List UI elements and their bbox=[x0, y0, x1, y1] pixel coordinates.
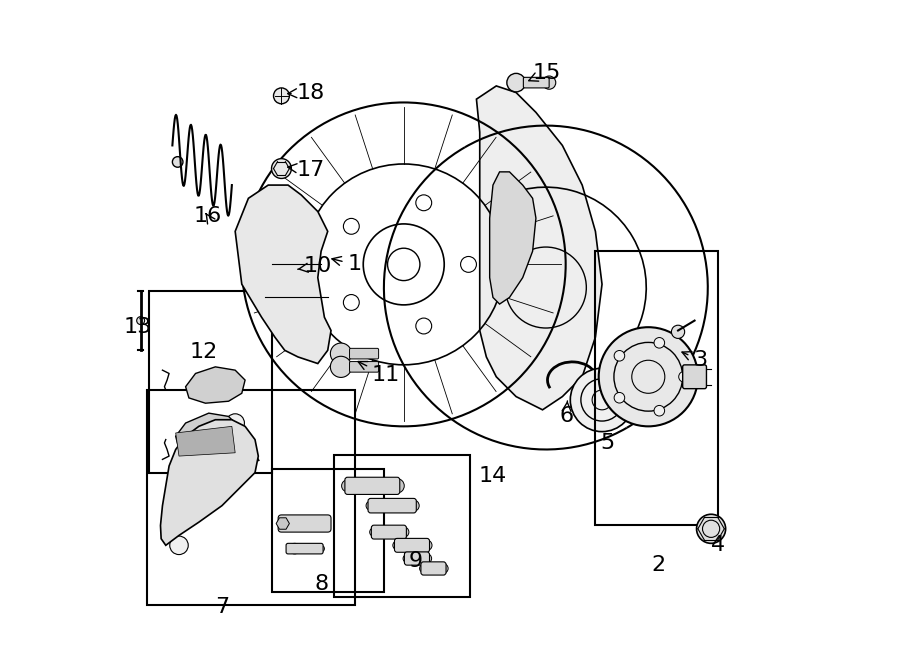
Circle shape bbox=[403, 555, 411, 563]
Circle shape bbox=[671, 325, 685, 338]
FancyBboxPatch shape bbox=[524, 77, 549, 88]
Circle shape bbox=[137, 317, 145, 325]
Circle shape bbox=[571, 368, 634, 432]
FancyBboxPatch shape bbox=[349, 362, 379, 372]
Text: 5: 5 bbox=[600, 433, 615, 453]
Text: 18: 18 bbox=[288, 83, 325, 102]
Circle shape bbox=[290, 543, 300, 554]
Text: 4: 4 bbox=[711, 535, 724, 555]
Polygon shape bbox=[160, 420, 258, 545]
Text: 7: 7 bbox=[215, 597, 229, 617]
Circle shape bbox=[614, 393, 625, 403]
Bar bbox=[596, 251, 717, 525]
Bar bbox=[334, 455, 470, 597]
Text: 12: 12 bbox=[190, 342, 218, 362]
Text: 8: 8 bbox=[314, 574, 328, 594]
Circle shape bbox=[614, 350, 625, 361]
Circle shape bbox=[422, 554, 432, 563]
FancyBboxPatch shape bbox=[286, 543, 323, 554]
Circle shape bbox=[654, 338, 664, 348]
FancyBboxPatch shape bbox=[345, 477, 400, 494]
Circle shape bbox=[272, 159, 292, 178]
Circle shape bbox=[330, 356, 352, 377]
Circle shape bbox=[408, 500, 419, 511]
Circle shape bbox=[370, 527, 378, 537]
Circle shape bbox=[226, 414, 245, 432]
Text: 16: 16 bbox=[194, 206, 221, 226]
Circle shape bbox=[173, 157, 183, 167]
Text: 14: 14 bbox=[479, 466, 507, 486]
Circle shape bbox=[543, 76, 556, 89]
Bar bbox=[272, 469, 384, 592]
Circle shape bbox=[598, 327, 698, 426]
Polygon shape bbox=[490, 172, 536, 304]
Text: 15: 15 bbox=[528, 63, 561, 83]
Text: 10: 10 bbox=[298, 256, 331, 276]
Polygon shape bbox=[176, 426, 235, 456]
Circle shape bbox=[697, 514, 725, 543]
Circle shape bbox=[392, 541, 401, 550]
FancyBboxPatch shape bbox=[404, 552, 429, 565]
Text: 1: 1 bbox=[332, 254, 362, 274]
Text: 9: 9 bbox=[409, 551, 423, 570]
Bar bbox=[149, 291, 272, 473]
FancyBboxPatch shape bbox=[394, 538, 429, 553]
Circle shape bbox=[419, 564, 428, 572]
Circle shape bbox=[366, 501, 375, 510]
Polygon shape bbox=[476, 86, 602, 410]
Text: 11: 11 bbox=[358, 362, 401, 385]
FancyBboxPatch shape bbox=[349, 348, 379, 359]
Circle shape bbox=[330, 343, 352, 364]
Circle shape bbox=[274, 88, 290, 104]
Circle shape bbox=[390, 479, 404, 493]
FancyBboxPatch shape bbox=[372, 525, 407, 539]
Circle shape bbox=[654, 405, 664, 416]
Text: 13: 13 bbox=[123, 317, 151, 337]
FancyBboxPatch shape bbox=[278, 515, 331, 532]
Circle shape bbox=[399, 527, 409, 537]
Circle shape bbox=[507, 73, 526, 92]
FancyBboxPatch shape bbox=[368, 498, 417, 513]
Circle shape bbox=[679, 371, 689, 382]
Circle shape bbox=[342, 480, 354, 492]
Polygon shape bbox=[276, 518, 290, 529]
Circle shape bbox=[170, 536, 188, 555]
Text: 6: 6 bbox=[559, 401, 573, 426]
Circle shape bbox=[300, 313, 316, 329]
Circle shape bbox=[300, 326, 316, 342]
Circle shape bbox=[422, 540, 432, 551]
Circle shape bbox=[318, 545, 324, 552]
Text: 17: 17 bbox=[288, 160, 325, 180]
Bar bbox=[148, 390, 356, 605]
Text: 2: 2 bbox=[652, 555, 665, 575]
FancyBboxPatch shape bbox=[421, 562, 446, 575]
Polygon shape bbox=[176, 413, 238, 456]
Circle shape bbox=[438, 564, 448, 573]
Polygon shape bbox=[235, 185, 331, 364]
Polygon shape bbox=[185, 367, 245, 403]
FancyBboxPatch shape bbox=[683, 365, 706, 389]
Text: 3: 3 bbox=[682, 350, 707, 370]
